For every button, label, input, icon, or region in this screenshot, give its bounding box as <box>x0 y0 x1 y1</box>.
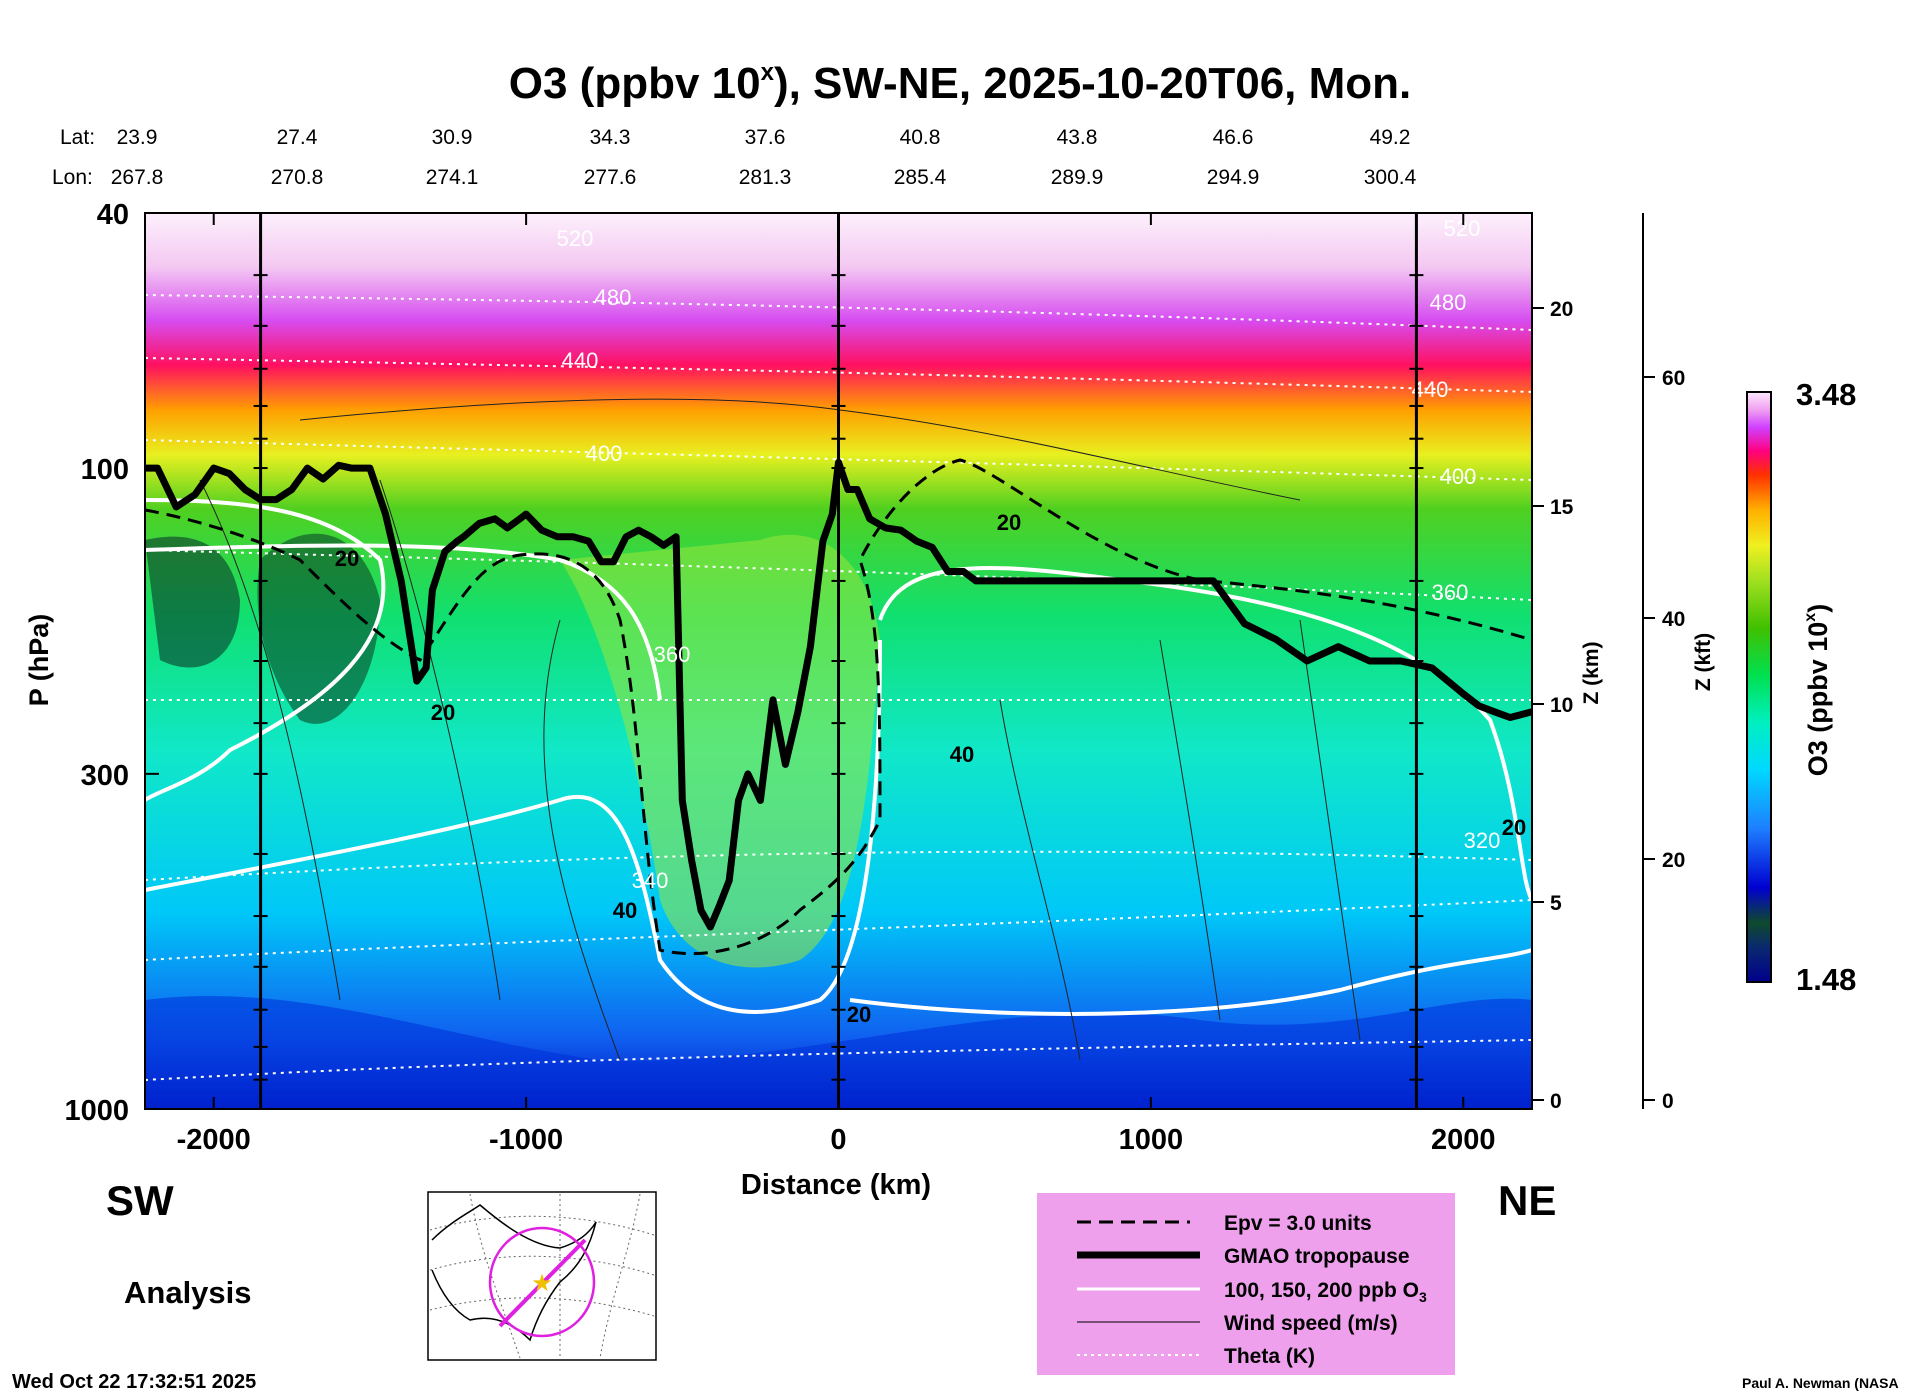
inset-map-star-icon: ★ <box>531 1269 553 1297</box>
lat-value: 27.4 <box>277 126 318 149</box>
colorbar <box>1746 391 1772 983</box>
wind-label: 40 <box>950 742 974 767</box>
lon-row-label: Lon: <box>52 166 93 189</box>
z-kft-tick-label: 60 <box>1662 367 1685 390</box>
theta-label: 480 <box>595 285 632 310</box>
theta-contours <box>145 294 1532 1081</box>
colorbar-label: O3 (ppbv 10x) <box>1802 604 1833 776</box>
lon-value: 274.1 <box>426 166 479 189</box>
lat-value: 30.9 <box>432 126 473 149</box>
theta-label: 360 <box>654 642 691 667</box>
lon-value: 267.8 <box>111 166 164 189</box>
lon-value: 277.6 <box>584 166 637 189</box>
y-tick-label: 1000 <box>64 1095 129 1127</box>
y-axis: 40 100 300 1000 <box>64 199 159 1127</box>
x-tick-label: 0 <box>830 1124 846 1156</box>
lon-value: 285.4 <box>894 166 947 189</box>
lat-value: 46.6 <box>1213 126 1254 149</box>
sw-direction-label: SW <box>106 1177 174 1224</box>
ozone-intrusion-region <box>560 534 880 968</box>
theta-label: 480 <box>1430 290 1467 315</box>
theta-label: 360 <box>1432 580 1469 605</box>
y-tick-label: 300 <box>81 760 129 792</box>
legend: Epv = 3.0 units GMAO tropopause 100, 150… <box>1037 1193 1455 1375</box>
z-kft-tick-label: 20 <box>1662 849 1685 872</box>
wind-label: 40 <box>613 898 637 923</box>
x-axis: -2000 -1000 0 1000 2000 <box>177 213 1496 1156</box>
wind-label: 20 <box>997 510 1021 535</box>
lat-value: 49.2 <box>1370 126 1411 149</box>
credit: Paul A. Newman (NASA <box>1742 1375 1899 1391</box>
reference-verticals <box>253 213 1424 1109</box>
legend-epv-label: Epv = 3.0 units <box>1224 1212 1372 1235</box>
lat-lon-values: 23.9 27.4 30.9 34.3 37.6 40.8 43.8 46.6 49.2 267.… <box>111 126 1417 189</box>
z-km-tick-label: 10 <box>1550 694 1573 717</box>
inset-map-range-circle <box>488 1226 596 1338</box>
theta-label: 340 <box>632 868 669 893</box>
wind-label: 20 <box>847 1002 871 1027</box>
legend-wind-label: Wind speed (m/s) <box>1224 1312 1398 1335</box>
x-axis-label: Distance (km) <box>741 1169 931 1201</box>
theta-label: 520 <box>557 226 594 251</box>
lat-row-label: Lat: <box>60 126 95 149</box>
inset-map-coastline <box>431 1204 597 1342</box>
lon-value: 270.8 <box>271 166 324 189</box>
y-tick-label: 40 <box>97 199 129 231</box>
theta-label: 400 <box>1440 464 1477 489</box>
z-kft-axis: 0 20 40 60 <box>1642 213 1685 1113</box>
inset-map-graticule <box>429 1193 655 1359</box>
theta-label: 400 <box>586 441 623 466</box>
inset-map: ★ <box>427 1191 657 1361</box>
wind-label: 20 <box>335 546 359 571</box>
lat-value: 23.9 <box>117 126 158 149</box>
lon-value: 294.9 <box>1207 166 1260 189</box>
chart-title: O3 (ppbv 10x), SW-NE, 2025-10-20T06, Mon… <box>509 59 1412 108</box>
legend-tropopause-label: GMAO tropopause <box>1224 1245 1410 1268</box>
z-km-tick-label: 5 <box>1550 892 1562 915</box>
x-tick-label: 2000 <box>1431 1124 1496 1156</box>
wind-label: 20 <box>1502 815 1526 840</box>
z-km-axis-label: Z (km) <box>1580 642 1603 705</box>
x-tick-label: 1000 <box>1119 1124 1184 1156</box>
epv-contour <box>145 458 1532 956</box>
colorbar-max-label: 3.48 <box>1796 377 1856 412</box>
x-tick-label: -1000 <box>489 1124 563 1156</box>
theta-label: 520 <box>1444 216 1481 241</box>
lat-value: 40.8 <box>900 126 941 149</box>
lat-value: 37.6 <box>745 126 786 149</box>
inset-map-section-line <box>498 1238 587 1328</box>
y-axis-label: P (hPa) <box>24 614 54 707</box>
analysis-label: Analysis <box>124 1275 252 1310</box>
tropopause-line <box>145 458 1532 931</box>
lat-value: 34.3 <box>590 126 631 149</box>
theta-label: 440 <box>562 348 599 373</box>
colorbar-min-label: 1.48 <box>1796 962 1856 997</box>
z-km-tick-label: 15 <box>1550 496 1574 519</box>
theta-label: 320 <box>1464 828 1501 853</box>
legend-theta-label: Theta (K) <box>1224 1345 1315 1368</box>
legend-ozone-label: 100, 150, 200 ppb O3 <box>1224 1279 1427 1305</box>
ne-direction-label: NE <box>1498 1177 1556 1224</box>
low-ozone-region-sw <box>257 533 380 724</box>
lon-value: 289.9 <box>1051 166 1104 189</box>
x-tick-label: -2000 <box>177 1124 251 1156</box>
timestamp: Wed Oct 22 17:32:51 2025 <box>12 1371 256 1393</box>
wind-label: 20 <box>431 700 455 725</box>
z-km-tick-label: 20 <box>1550 298 1573 321</box>
z-km-tick-label: 0 <box>1550 1090 1562 1113</box>
z-kft-tick-label: 40 <box>1662 608 1685 631</box>
z-km-axis: 0 5 10 15 20 <box>1531 213 1574 1113</box>
low-ozone-region-edge <box>145 536 240 668</box>
wind-labels: 20 20 40 40 20 20 20 <box>335 510 1526 1027</box>
lat-value: 43.8 <box>1057 126 1098 149</box>
lon-value: 281.3 <box>739 166 792 189</box>
y-tick-label: 100 <box>81 454 129 486</box>
lon-value: 300.4 <box>1364 166 1417 189</box>
inset-map-frame <box>427 1191 657 1361</box>
z-kft-tick-label: 0 <box>1662 1090 1674 1113</box>
z-kft-axis-label: Z (kft) <box>1692 633 1715 691</box>
